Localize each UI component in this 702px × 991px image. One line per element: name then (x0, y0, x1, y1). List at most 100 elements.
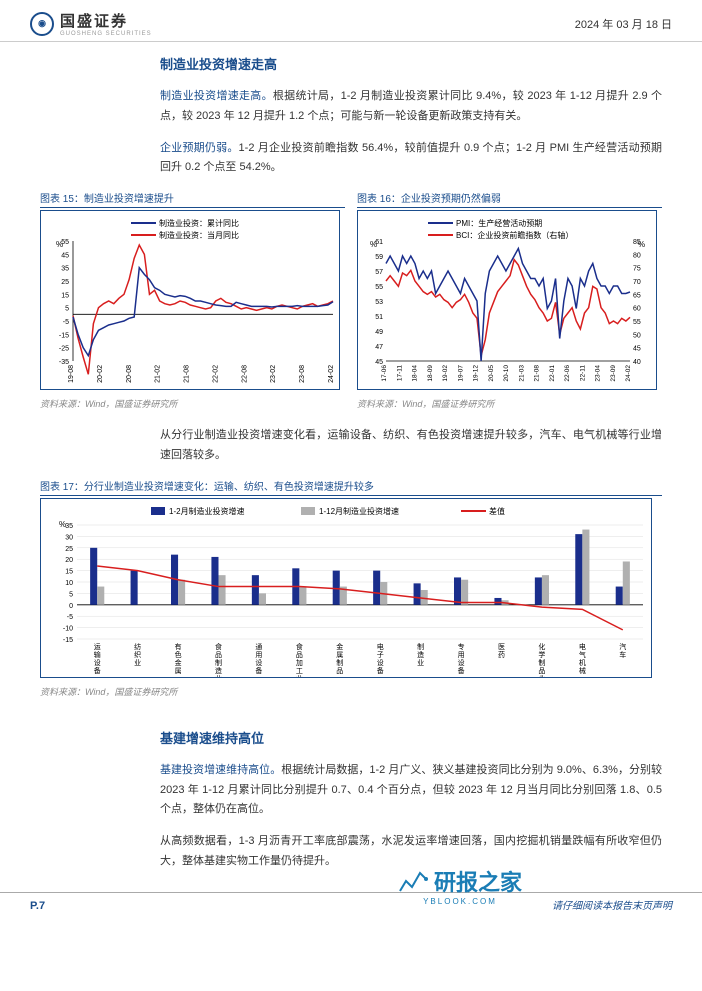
svg-text:22-01: 22-01 (549, 365, 556, 382)
chart17-title: 图表 17：分行业制造业投资增速变化：运输、纺织、有色投资增速提升较多 (40, 478, 662, 493)
chart15-source: 资料来源：Wind，国盛证券研究所 (40, 397, 345, 410)
keyword: 企业预期仍弱。 (160, 142, 239, 154)
chart16: 图表 16：企业投资预期仍然偏弱 PMI：生产经营活动预期BCI：企业投资前瞻指… (357, 190, 662, 410)
svg-text:-15: -15 (63, 637, 73, 644)
svg-text:21-08: 21-08 (534, 365, 541, 382)
svg-text:食: 食 (296, 642, 303, 651)
svg-text:械: 械 (579, 666, 586, 675)
svg-text:19-12: 19-12 (473, 365, 480, 382)
chart15-title: 图表 15：制造业投资增速提升 (40, 190, 345, 205)
svg-text:属: 属 (336, 651, 343, 659)
svg-text:61: 61 (375, 239, 383, 246)
svg-text:19-02: 19-02 (442, 365, 449, 382)
svg-text:用: 用 (255, 651, 262, 659)
svg-text:织: 织 (134, 650, 141, 659)
svg-text:45: 45 (375, 359, 383, 366)
chart15: 图表 15：制造业投资增速提升 制造业投资：累计同比制造业投资：当月同比%-35… (40, 190, 345, 410)
section1-para1: 制造业投资增速走高。根据统计局，1-2 月制造业投资累计同比 9.4%，较 20… (160, 87, 662, 127)
svg-text:金: 金 (175, 658, 182, 667)
svg-text:21-03: 21-03 (518, 365, 525, 382)
svg-text:有: 有 (175, 642, 182, 651)
svg-text:20-10: 20-10 (503, 365, 510, 382)
section1-para2: 企业预期仍弱。1-2 月企业投资前瞻指数 56.4%，较前值提升 0.9 个点；… (160, 139, 662, 179)
svg-text:差值: 差值 (489, 506, 505, 516)
svg-text:属: 属 (175, 667, 182, 675)
svg-text:17-11: 17-11 (396, 365, 403, 382)
svg-text:45: 45 (61, 253, 69, 260)
svg-text:输: 输 (94, 650, 101, 659)
svg-text:47: 47 (375, 344, 383, 351)
svg-text:机: 机 (579, 658, 586, 667)
svg-text:运: 运 (94, 643, 101, 651)
svg-text:食: 食 (215, 642, 222, 651)
svg-text:45: 45 (633, 346, 641, 353)
svg-text:5: 5 (69, 591, 73, 598)
page-header: ◉ 国盛证券 GUOSHENG SECURITIES 2024 年 03 月 1… (0, 0, 702, 42)
section2-title: 基建增速维持高位 (160, 728, 662, 747)
svg-text:23-08: 23-08 (299, 365, 306, 383)
svg-text:20: 20 (65, 557, 73, 564)
svg-text:制: 制 (336, 658, 343, 667)
svg-text:学: 学 (538, 650, 545, 659)
para-mid: 从分行业制造业投资增速变化看，运输设备、纺织、有色投资增速提升较多，汽车、电气机… (160, 426, 662, 466)
svg-text:通: 通 (255, 642, 262, 651)
svg-text:专: 专 (458, 642, 465, 651)
svg-text:PMI：生产经营活动预期: PMI：生产经营活动预期 (456, 218, 542, 228)
svg-text:55: 55 (375, 284, 383, 291)
footer-note: 请仔细阅读本报告末页声明 (552, 897, 672, 912)
svg-text:电: 电 (377, 642, 384, 651)
svg-text:设: 设 (94, 658, 101, 667)
svg-text:59: 59 (375, 254, 383, 261)
keyword: 制造业投资增速走高。 (160, 90, 273, 102)
svg-text:20-05: 20-05 (488, 365, 495, 382)
svg-text:10: 10 (65, 580, 73, 587)
svg-text:色: 色 (175, 650, 182, 659)
svg-text:23-09: 23-09 (610, 365, 617, 382)
svg-text:1-2月制造业投资增速: 1-2月制造业投资增速 (169, 506, 245, 516)
svg-text:17-06: 17-06 (381, 365, 388, 382)
svg-text:18-09: 18-09 (427, 365, 434, 382)
chart16-source: 资料来源：Wind，国盛证券研究所 (357, 397, 662, 410)
svg-text:19-08: 19-08 (68, 365, 75, 383)
svg-text:BCI：企业投资前瞻指数（右轴）: BCI：企业投资前瞻指数（右轴） (456, 230, 573, 240)
svg-text:备: 备 (94, 666, 101, 675)
logo-icon: ◉ (30, 12, 54, 36)
svg-text:18-04: 18-04 (412, 365, 419, 382)
svg-text:药: 药 (498, 650, 505, 659)
svg-text:15: 15 (61, 293, 69, 300)
svg-text:50: 50 (633, 333, 641, 340)
svg-text:80: 80 (633, 253, 641, 260)
svg-text:21-02: 21-02 (155, 365, 162, 383)
svg-text:24-02: 24-02 (625, 365, 632, 382)
svg-text:1-12月制造业投资增速: 1-12月制造业投资增速 (319, 506, 399, 516)
svg-text:30: 30 (65, 534, 73, 541)
svg-text:0: 0 (69, 603, 73, 610)
svg-text:化: 化 (538, 642, 545, 651)
svg-text:加: 加 (296, 658, 303, 667)
svg-text:22-06: 22-06 (564, 365, 571, 382)
svg-text:57: 57 (375, 269, 383, 276)
svg-text:业: 业 (134, 658, 141, 667)
chart15-svg: 制造业投资：累计同比制造业投资：当月同比%-35-25-15-551525354… (40, 210, 340, 390)
svg-text:85: 85 (633, 239, 641, 246)
svg-text:-10: -10 (63, 625, 73, 632)
svg-text:24-02: 24-02 (328, 365, 335, 383)
svg-text:53: 53 (375, 299, 383, 306)
svg-text:22-11: 22-11 (579, 365, 586, 382)
chart17-svg: 1-2月制造业投资增速1-12月制造业投资增速差值%-15-10-5051015… (40, 498, 652, 678)
svg-text:用: 用 (458, 651, 465, 659)
svg-text:制: 制 (417, 642, 424, 651)
svg-text:设: 设 (377, 658, 384, 667)
svg-text:23-02: 23-02 (270, 365, 277, 383)
chart17-source: 资料来源：Wind，国盛证券研究所 (40, 685, 662, 698)
svg-text:-25: -25 (59, 346, 69, 353)
svg-text:制造业投资：当月同比: 制造业投资：当月同比 (159, 230, 239, 240)
svg-text:5: 5 (65, 306, 69, 313)
svg-text:医: 医 (498, 643, 505, 651)
svg-text:制: 制 (215, 658, 222, 667)
svg-text:业: 业 (417, 658, 424, 667)
svg-text:65: 65 (633, 293, 641, 300)
watermark: 研报之家 YBLOOK.COM (398, 865, 522, 906)
watermark-logo: 研报之家 (398, 865, 522, 897)
svg-text:-15: -15 (59, 333, 69, 340)
